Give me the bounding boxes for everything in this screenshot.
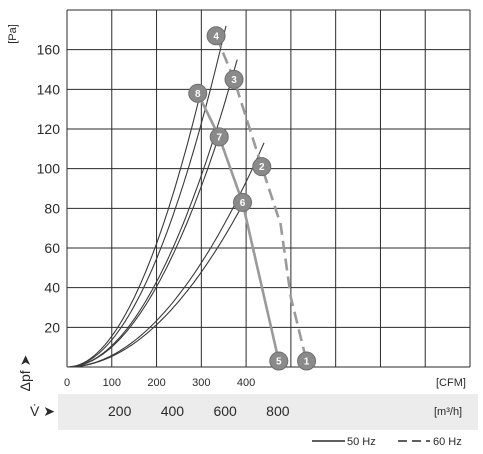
marker-label: 8 (195, 89, 201, 100)
marker-label: 5 (276, 357, 282, 368)
marker-label: 4 (213, 31, 219, 42)
x-axis-unit-label: [CFM] (436, 377, 466, 389)
marker-circle (269, 351, 289, 371)
m3h-axis-unit-label: [m³/h] (434, 406, 462, 418)
x-tick-label: 400 (237, 377, 255, 389)
x-tick-label: 0 (64, 377, 70, 389)
marker-circle (188, 83, 208, 103)
operating-point-marker: 3 (224, 69, 244, 89)
series-lines (196, 35, 308, 362)
x-tick-label: 300 (192, 377, 210, 389)
legend-label-60hz: 60 Hz (433, 436, 462, 448)
m3h-axis-band (58, 394, 478, 430)
marker-circle (233, 192, 253, 212)
operating-point-marker: 6 (233, 192, 253, 212)
y-tick-label: 40 (44, 280, 60, 296)
series-line-50hz (196, 92, 281, 362)
marker-circle (297, 351, 317, 371)
legend: 50 Hz 60 Hz (312, 436, 462, 448)
operating-point-marker: 4 (206, 26, 226, 46)
operating-point-marker: 2 (252, 157, 272, 177)
m3h-tick-label: 600 (213, 403, 237, 419)
x-tick-label: 100 (103, 377, 121, 389)
y-tick-label: 120 (37, 121, 61, 137)
system-curve (66, 89, 202, 368)
y-axis-symbol: Δpf ➤ (17, 354, 33, 391)
marker-label: 3 (231, 75, 237, 86)
marker-circle (209, 127, 229, 147)
x-tick-label: 200 (147, 377, 165, 389)
y-tick-label: 20 (44, 319, 60, 335)
operating-point-marker: 8 (188, 83, 208, 103)
y-tick-label: 60 (44, 240, 60, 256)
m3h-tick-label: 200 (108, 403, 132, 419)
operating-point-marker: 1 (297, 351, 317, 371)
system-curve (66, 59, 238, 368)
operating-point-marker: 5 (269, 351, 289, 371)
marker-circle (252, 157, 272, 177)
y-tick-label: 160 (37, 42, 61, 58)
y-tick-label: 80 (44, 200, 60, 216)
marker-circle (206, 26, 226, 46)
tick-labels: 0 100 200 300 400 20 40 60 80 100 120 140 160 200 400 6… (37, 42, 290, 419)
y-axis-unit-label: [Pa] (7, 24, 19, 44)
operating-point-marker: 7 (209, 127, 229, 147)
marker-label: 1 (304, 357, 310, 368)
marker-label: 7 (216, 132, 222, 143)
legend-label-50hz: 50 Hz (347, 436, 376, 448)
y-tick-label: 140 (37, 81, 61, 97)
system-curves (66, 25, 265, 368)
m3h-tick-label: 800 (266, 403, 290, 419)
system-curve (66, 134, 220, 368)
operating-point-markers: 1 2 3 4 5 6 7 8 (188, 26, 317, 371)
system-curve (66, 142, 265, 368)
system-curve (66, 25, 227, 368)
y-tick-label: 100 (37, 161, 61, 177)
marker-circle (224, 69, 244, 89)
marker-label: 6 (240, 198, 246, 209)
m3h-tick-label: 400 (161, 403, 185, 419)
m3h-axis-symbol: V̇ ➤ (30, 403, 55, 419)
marker-label: 2 (259, 162, 265, 173)
grid (66, 9, 471, 368)
